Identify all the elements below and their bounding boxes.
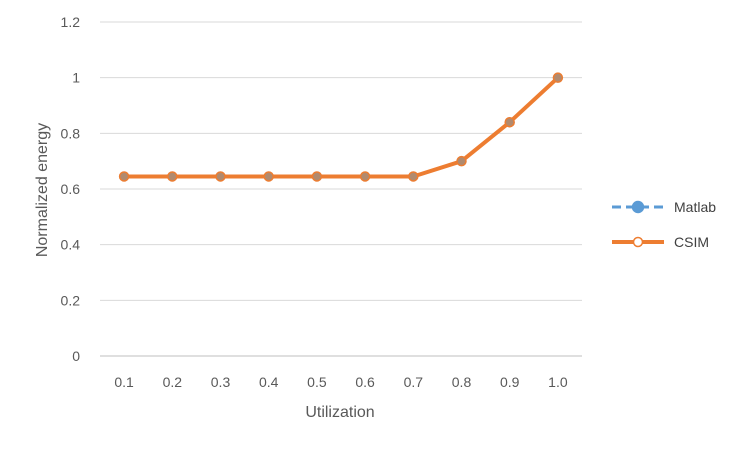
data-point-csim (359, 171, 371, 182)
x-tick-label: 0.7 (404, 374, 424, 390)
y-tick-label: 0 (72, 348, 80, 364)
x-tick-label: 0.5 (307, 374, 327, 390)
x-tick-label: 0.8 (452, 374, 472, 390)
gridlines (100, 21, 582, 357)
series-group (118, 72, 564, 182)
legend-label-csim: CSIM (674, 234, 709, 250)
data-point-csim (167, 171, 178, 182)
x-tick-label: 0.6 (355, 374, 375, 390)
series-line-matlab (124, 76, 559, 178)
legend-marker-csim (632, 236, 644, 248)
y-tick-label: 0.2 (61, 292, 81, 308)
x-axis-title: Utilization (305, 404, 374, 421)
data-point-csim (408, 171, 419, 182)
x-tick-label: 0.1 (114, 374, 134, 390)
y-tick-label: 0.4 (61, 237, 81, 253)
data-point-csim (311, 171, 323, 182)
data-point-csim (504, 116, 515, 128)
data-point-csim (263, 171, 274, 182)
y-tick-label: 1.2 (61, 14, 81, 30)
x-tick-label: 0.9 (500, 374, 520, 390)
x-axis-ticks: 0.1 0.2 0.3 0.4 0.5 0.6 0.7 0.8 0.9 1.0 (114, 374, 567, 390)
x-tick-label: 0.3 (211, 374, 231, 390)
y-tick-label: 0.6 (61, 181, 81, 197)
legend-marker-matlab (631, 200, 645, 214)
y-axis-ticks: 0 0.2 0.4 0.6 0.8 1 1.2 (61, 14, 81, 364)
y-tick-label: 0.8 (61, 125, 81, 141)
x-tick-label: 0.4 (259, 374, 279, 390)
legend: Matlab CSIM (612, 199, 716, 250)
data-point-csim (552, 72, 564, 83)
data-point-csim (456, 155, 467, 167)
legend-label-matlab: Matlab (674, 199, 716, 215)
y-axis-title: Normalized energy (34, 123, 51, 257)
x-tick-label: 0.2 (163, 374, 183, 390)
series-line-csim (124, 76, 560, 179)
data-point-csim (118, 171, 130, 182)
data-point-csim (215, 171, 226, 182)
x-tick-label: 1.0 (548, 374, 568, 390)
y-tick-label: 1 (72, 70, 80, 86)
